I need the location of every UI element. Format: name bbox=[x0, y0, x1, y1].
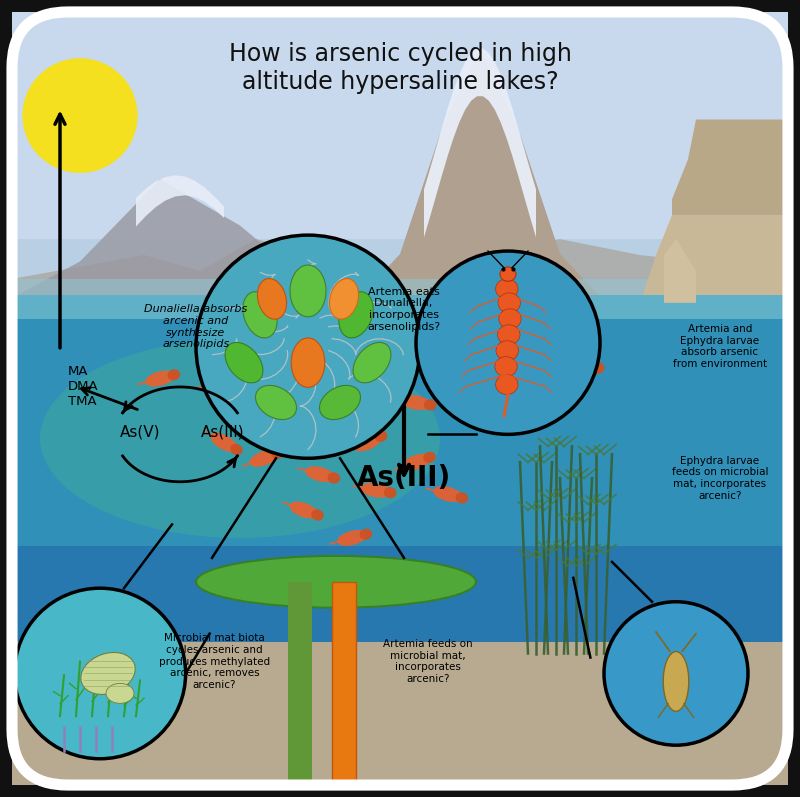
Ellipse shape bbox=[434, 486, 462, 502]
Polygon shape bbox=[672, 120, 788, 215]
Bar bbox=[12, 642, 788, 785]
Polygon shape bbox=[640, 215, 788, 303]
Ellipse shape bbox=[319, 386, 361, 419]
Circle shape bbox=[416, 251, 600, 434]
Ellipse shape bbox=[106, 684, 134, 704]
Ellipse shape bbox=[498, 325, 520, 344]
Circle shape bbox=[196, 235, 420, 458]
Ellipse shape bbox=[498, 293, 521, 313]
Ellipse shape bbox=[270, 350, 282, 361]
Ellipse shape bbox=[384, 487, 397, 498]
Ellipse shape bbox=[499, 309, 522, 328]
Bar bbox=[12, 239, 788, 359]
Ellipse shape bbox=[442, 362, 470, 379]
Ellipse shape bbox=[338, 371, 366, 387]
Ellipse shape bbox=[506, 355, 534, 371]
Ellipse shape bbox=[402, 453, 430, 471]
Bar bbox=[12, 279, 788, 327]
Polygon shape bbox=[332, 582, 356, 785]
Circle shape bbox=[14, 588, 186, 759]
Ellipse shape bbox=[361, 483, 391, 497]
Ellipse shape bbox=[386, 346, 414, 363]
Ellipse shape bbox=[146, 371, 174, 387]
Ellipse shape bbox=[311, 509, 324, 520]
Ellipse shape bbox=[338, 530, 366, 546]
Ellipse shape bbox=[423, 452, 436, 463]
Text: How is arsenic cycled in high
altitude hypersaline lakes?: How is arsenic cycled in high altitude h… bbox=[229, 42, 571, 93]
Text: Dunaliella absorbs
arcenic and
synthesize
arsenolipids: Dunaliella absorbs arcenic and synthesiz… bbox=[144, 304, 248, 349]
Text: Artemia feeds on
microbial mat,
incorporates
arcenic?: Artemia feeds on microbial mat, incorpor… bbox=[383, 639, 473, 684]
Ellipse shape bbox=[271, 448, 284, 459]
Ellipse shape bbox=[167, 369, 180, 380]
Ellipse shape bbox=[494, 357, 518, 377]
Ellipse shape bbox=[463, 360, 476, 371]
Text: As(V): As(V) bbox=[120, 425, 160, 439]
Ellipse shape bbox=[500, 267, 516, 281]
Ellipse shape bbox=[455, 493, 468, 504]
Ellipse shape bbox=[227, 394, 240, 405]
Text: Artemia and
Ephydra larvae
absorb arsenic
from environment: Artemia and Ephydra larvae absorb arseni… bbox=[673, 324, 767, 369]
Ellipse shape bbox=[40, 339, 440, 538]
Ellipse shape bbox=[353, 343, 391, 383]
Bar bbox=[12, 295, 788, 351]
Ellipse shape bbox=[290, 265, 326, 316]
Polygon shape bbox=[12, 239, 788, 303]
Polygon shape bbox=[280, 48, 680, 303]
Ellipse shape bbox=[401, 395, 431, 410]
Circle shape bbox=[604, 602, 748, 745]
Polygon shape bbox=[288, 582, 312, 785]
Polygon shape bbox=[664, 239, 696, 303]
Ellipse shape bbox=[359, 528, 372, 540]
Ellipse shape bbox=[81, 653, 135, 694]
Ellipse shape bbox=[255, 386, 297, 419]
Bar bbox=[12, 546, 788, 785]
Text: As(III): As(III) bbox=[357, 464, 451, 493]
Ellipse shape bbox=[538, 386, 566, 403]
Circle shape bbox=[22, 58, 138, 173]
Ellipse shape bbox=[230, 444, 242, 455]
Ellipse shape bbox=[225, 343, 263, 383]
Ellipse shape bbox=[592, 363, 605, 374]
Ellipse shape bbox=[406, 343, 419, 355]
Ellipse shape bbox=[210, 433, 238, 452]
Ellipse shape bbox=[496, 341, 518, 361]
Ellipse shape bbox=[196, 556, 476, 607]
Bar bbox=[12, 12, 788, 303]
Ellipse shape bbox=[354, 434, 382, 451]
Text: Microbial mat biota
cycles arsenic and
produces methylated
arcenic, removes
arce: Microbial mat biota cycles arsenic and p… bbox=[159, 634, 270, 689]
Text: Artemia eats
Dunaliella,
incorporates
arsenolipids?: Artemia eats Dunaliella, incorporates ar… bbox=[367, 287, 441, 332]
Ellipse shape bbox=[330, 278, 358, 320]
Ellipse shape bbox=[327, 473, 340, 484]
Text: MA
DMA
TMA: MA DMA TMA bbox=[68, 365, 98, 408]
Polygon shape bbox=[424, 49, 536, 238]
Text: Ephydra larvae
feeds on microbial
mat, incorporates
arcenic?: Ephydra larvae feeds on microbial mat, i… bbox=[672, 456, 768, 501]
FancyBboxPatch shape bbox=[12, 12, 788, 785]
Ellipse shape bbox=[559, 394, 572, 405]
Text: As(III): As(III) bbox=[201, 425, 244, 439]
Ellipse shape bbox=[258, 278, 286, 320]
Ellipse shape bbox=[359, 377, 372, 388]
Ellipse shape bbox=[306, 466, 334, 482]
Ellipse shape bbox=[374, 430, 387, 442]
Bar bbox=[12, 319, 788, 574]
Ellipse shape bbox=[250, 353, 278, 372]
Ellipse shape bbox=[206, 386, 234, 403]
Ellipse shape bbox=[527, 353, 540, 364]
Polygon shape bbox=[136, 175, 224, 226]
Polygon shape bbox=[12, 179, 400, 303]
Ellipse shape bbox=[494, 395, 507, 406]
Ellipse shape bbox=[663, 652, 689, 712]
Ellipse shape bbox=[291, 338, 325, 387]
Ellipse shape bbox=[424, 399, 437, 410]
Ellipse shape bbox=[495, 375, 518, 395]
Ellipse shape bbox=[243, 292, 277, 338]
Ellipse shape bbox=[250, 450, 278, 467]
Ellipse shape bbox=[339, 292, 373, 338]
Ellipse shape bbox=[474, 386, 502, 403]
Ellipse shape bbox=[569, 363, 599, 378]
Ellipse shape bbox=[495, 279, 518, 299]
Ellipse shape bbox=[290, 501, 318, 519]
